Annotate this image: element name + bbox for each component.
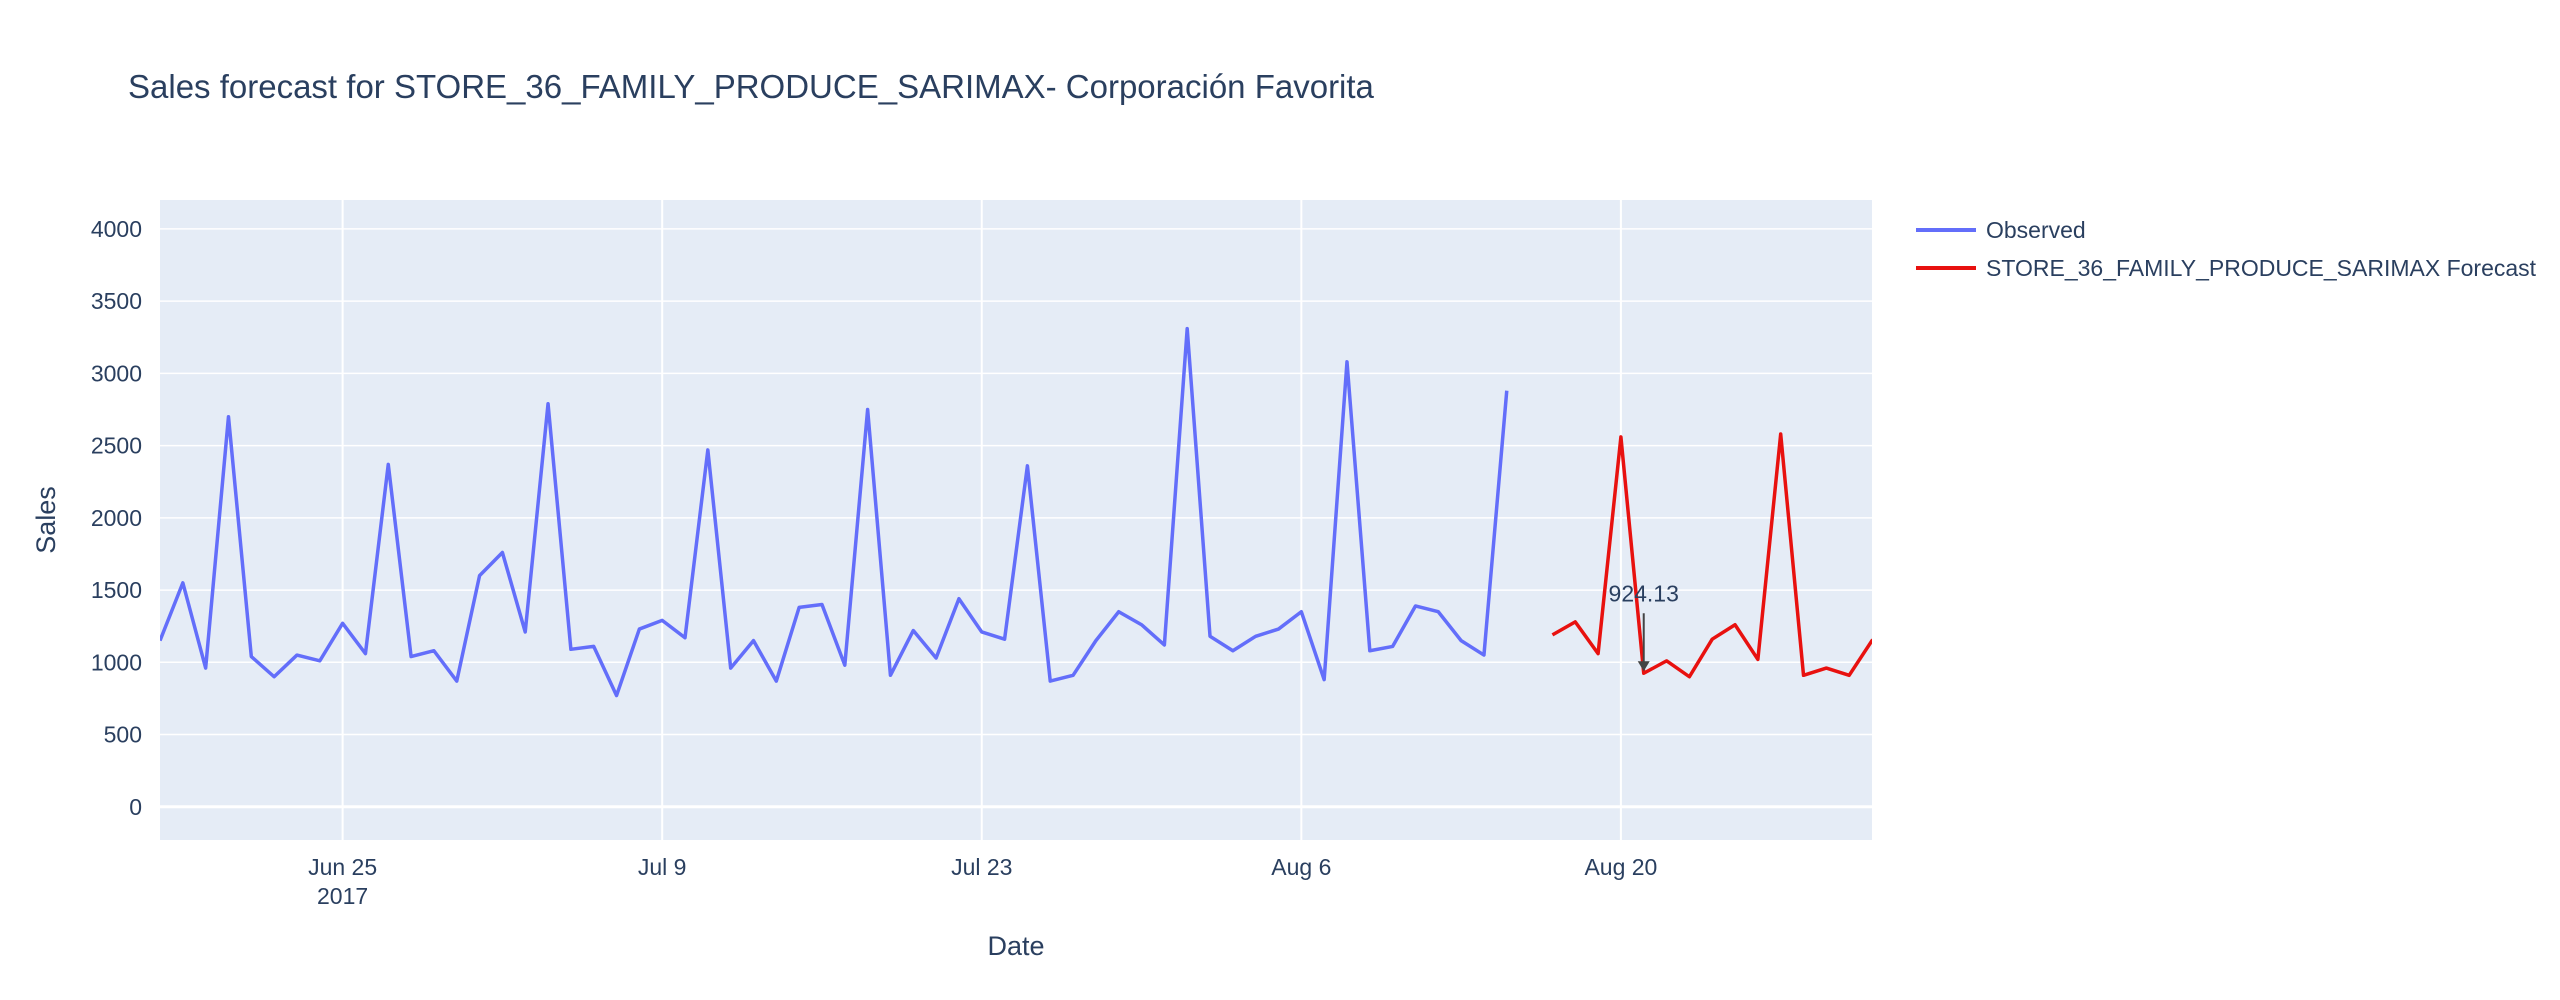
annotation-arrowhead <box>1637 661 1650 672</box>
annotations: 924.13 <box>1609 580 1679 672</box>
x-tick-label: Aug 6 <box>1271 854 1331 880</box>
y-tick-label: 1500 <box>91 577 142 603</box>
legend-label: Observed <box>1986 217 2086 243</box>
y-tick-label: 3000 <box>91 360 142 386</box>
y-tick-label: 0 <box>129 794 142 820</box>
legend: Observed STORE_36_FAMILY_PRODUCE_SARIMAX … <box>1916 217 2537 281</box>
y-tick-label: 500 <box>104 722 142 748</box>
legend-label: STORE_36_FAMILY_PRODUCE_SARIMAX Forecast <box>1986 255 2537 281</box>
y-tick-label: 3500 <box>91 288 142 314</box>
x-tick-year-label: 2017 <box>317 883 368 909</box>
series-lines <box>160 326 1872 698</box>
annotation-label: 924.13 <box>1609 580 1679 606</box>
x-gridlines <box>341 200 1622 840</box>
x-axis-ticks: Jun 25 2017 Jul 9 Jul 23 Aug 6 Aug 20 <box>308 854 1657 909</box>
legend-item[interactable]: Observed <box>1916 217 2086 243</box>
y-tick-label: 2500 <box>91 433 142 459</box>
chart-title: Sales forecast for STORE_36_FAMILY_PRODU… <box>128 68 1375 105</box>
y-axis-title: Sales <box>31 486 61 554</box>
plot-area <box>160 200 1872 840</box>
x-tick-label: Jul 9 <box>638 854 687 880</box>
x-tick-label: Jun 25 <box>308 854 377 880</box>
series-line-observed <box>160 326 1509 698</box>
y-tick-label: 4000 <box>91 216 142 242</box>
y-tick-label: 1000 <box>91 649 142 675</box>
legend-item[interactable]: STORE_36_FAMILY_PRODUCE_SARIMAX Forecast <box>1916 255 2537 281</box>
x-tick-label: Aug 20 <box>1584 854 1657 880</box>
y-gridlines <box>160 228 1872 809</box>
x-tick-label: Jul 23 <box>951 854 1012 880</box>
y-tick-label: 2000 <box>91 505 142 531</box>
series-line-forecast <box>1551 432 1872 679</box>
x-axis-title: Date <box>987 931 1044 961</box>
y-axis-ticks: 0 500 1000 1500 2000 2500 3000 3500 4000 <box>91 216 142 820</box>
